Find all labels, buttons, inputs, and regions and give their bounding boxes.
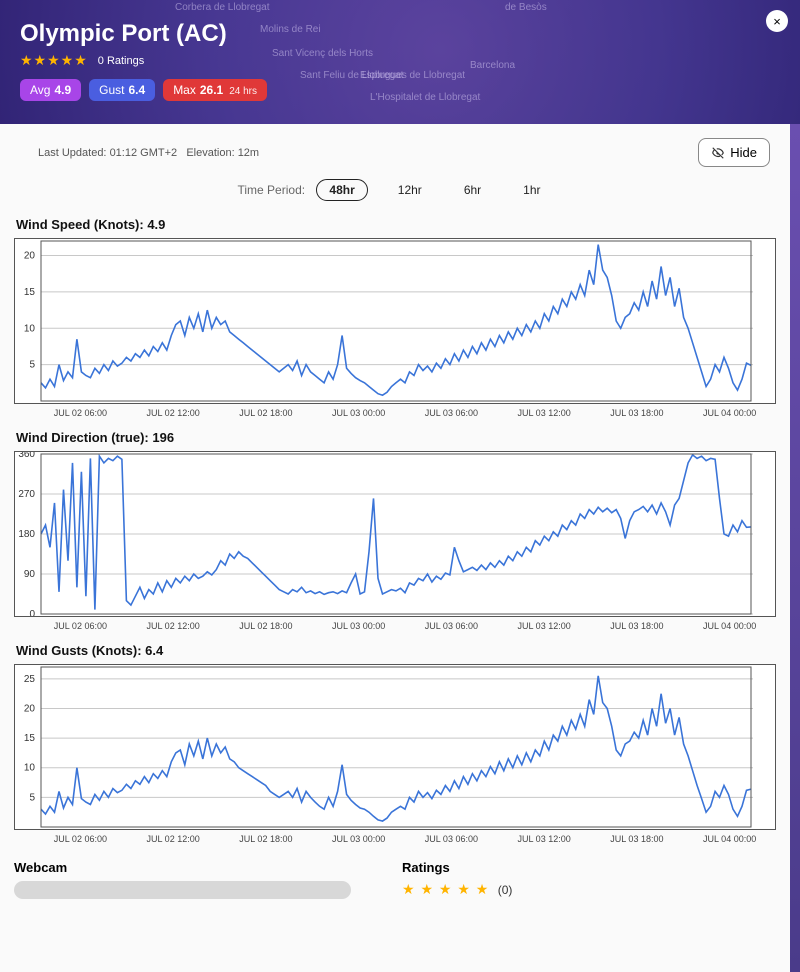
- hide-button[interactable]: Hide: [698, 138, 770, 167]
- time-period-12hr[interactable]: 12hr: [386, 180, 434, 200]
- stat-badges: Avg4.9 Gust6.4 Max26.124 hrs: [20, 79, 780, 101]
- svg-text:90: 90: [24, 569, 36, 580]
- chart-block: Wind Direction (true): 196 090180270360 …: [0, 424, 790, 637]
- chart-block: Wind Gusts (Knots): 6.4 5 10 15 20 25 JUL 02…: [0, 637, 790, 850]
- chart-plot[interactable]: 5 10 15 20 25: [14, 664, 776, 830]
- chart-plot[interactable]: 0 90 180 270 360: [14, 451, 776, 617]
- time-period-48hr[interactable]: 48hr: [316, 179, 367, 201]
- svg-text:10: 10: [24, 323, 36, 334]
- svg-text:20: 20: [24, 703, 36, 714]
- time-period-label: Time Period:: [238, 183, 306, 197]
- ratings-count: 0 Ratings: [98, 55, 144, 67]
- close-button[interactable]: ×: [766, 10, 788, 32]
- svg-text:5: 5: [29, 360, 35, 371]
- chart-block: Wind Speed (Knots): 4.9 5 10 15 20 JUL 02 0…: [0, 211, 790, 424]
- chart-title: Wind Gusts (Knots): 6.4: [14, 641, 776, 664]
- svg-text:180: 180: [18, 529, 35, 540]
- panel-top-row: Last Updated: 01:12 GMT+2 Elevation: 12m…: [0, 124, 790, 173]
- close-icon: ×: [773, 15, 781, 28]
- header: Corbera de LlobregatMolins de Reide Besò…: [0, 0, 800, 124]
- time-period-pills: 48hr 12hr 6hr 1hr: [316, 179, 552, 201]
- x-axis-labels: JUL 02 06:00JUL 02 12:00JUL 02 18:00JUL …: [14, 404, 776, 424]
- footer-ratings: Ratings ★ ★ ★ ★ ★ (0): [402, 860, 776, 899]
- chart-plot[interactable]: 5 10 15 20: [14, 238, 776, 404]
- charts-host: Wind Speed (Knots): 4.9 5 10 15 20 JUL 02 0…: [0, 211, 790, 850]
- time-period-1hr[interactable]: 1hr: [511, 180, 552, 200]
- svg-text:15: 15: [24, 733, 36, 744]
- webcam-placeholder: [14, 881, 351, 899]
- right-edge-stripe: [790, 124, 800, 972]
- footer: Webcam Ratings ★ ★ ★ ★ ★ (0): [0, 850, 790, 909]
- content-panel: Last Updated: 01:12 GMT+2 Elevation: 12m…: [0, 124, 790, 972]
- svg-text:360: 360: [18, 452, 35, 460]
- ratings-stars-row[interactable]: ★ ★ ★ ★ ★ (0): [402, 881, 776, 899]
- svg-text:20: 20: [24, 251, 36, 262]
- footer-webcam: Webcam: [14, 860, 388, 899]
- svg-text:0: 0: [29, 609, 35, 616]
- badge-avg: Avg4.9: [20, 79, 81, 101]
- time-period-row: Time Period: 48hr 12hr 6hr 1hr: [0, 173, 790, 211]
- star-icons: ★ ★ ★ ★ ★: [402, 881, 489, 897]
- ratings-title: Ratings: [402, 860, 776, 881]
- page-root: Corbera de LlobregatMolins de Reide Besò…: [0, 0, 800, 972]
- ratings-count-footer: (0): [498, 883, 513, 897]
- x-axis-labels: JUL 02 06:00JUL 02 12:00JUL 02 18:00JUL …: [14, 617, 776, 637]
- eye-off-icon: [711, 146, 725, 160]
- chart-title: Wind Speed (Knots): 4.9: [14, 215, 776, 238]
- badge-max: Max26.124 hrs: [163, 79, 267, 101]
- webcam-title: Webcam: [14, 860, 388, 881]
- chart-title: Wind Direction (true): 196: [14, 428, 776, 451]
- meta-text: Last Updated: 01:12 GMT+2 Elevation: 12m: [38, 147, 259, 159]
- rating-row: ★★★★★ 0 Ratings: [20, 52, 780, 69]
- svg-text:5: 5: [29, 792, 35, 803]
- svg-text:270: 270: [18, 489, 35, 500]
- star-icons: ★★★★★: [20, 52, 88, 69]
- svg-text:10: 10: [24, 763, 36, 774]
- svg-text:15: 15: [24, 287, 36, 298]
- x-axis-labels: JUL 02 06:00JUL 02 12:00JUL 02 18:00JUL …: [14, 830, 776, 850]
- svg-text:25: 25: [24, 674, 36, 685]
- page-title: Olympic Port (AC): [20, 20, 780, 48]
- badge-gust: Gust6.4: [89, 79, 155, 101]
- time-period-6hr[interactable]: 6hr: [452, 180, 493, 200]
